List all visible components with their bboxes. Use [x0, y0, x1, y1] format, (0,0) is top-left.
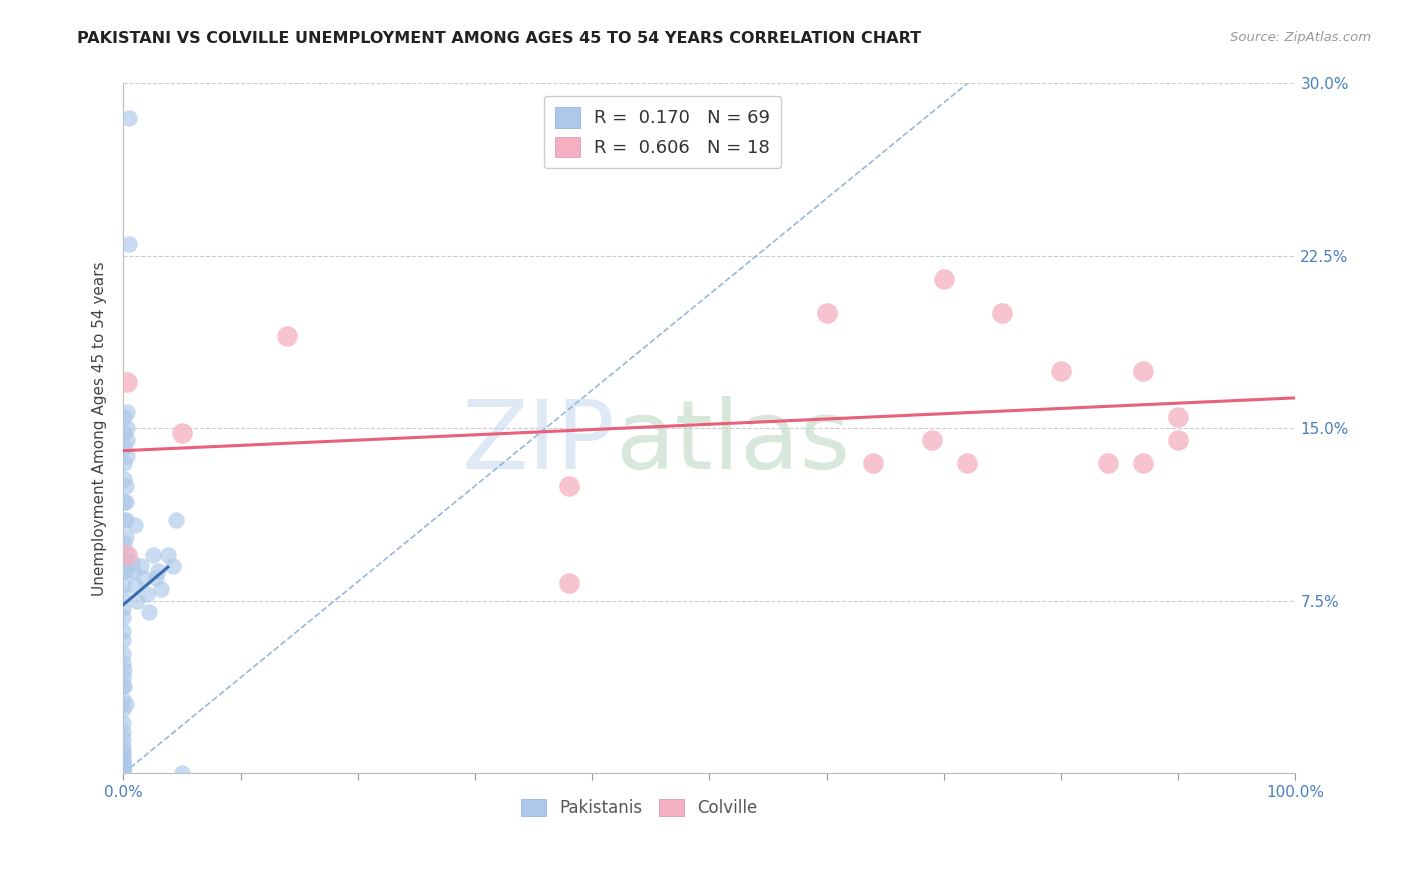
Point: [112, 670, 135, 684]
Point: [114, 409, 136, 424]
Point: [112, 739, 135, 753]
Point: [115, 548, 138, 562]
Point: [114, 536, 136, 550]
Text: Source: ZipAtlas.com: Source: ZipAtlas.com: [1230, 31, 1371, 45]
Point: [112, 600, 135, 615]
Point: [956, 456, 979, 470]
Point: [115, 405, 138, 419]
Point: [138, 606, 160, 620]
Point: [124, 578, 146, 592]
Point: [145, 571, 167, 585]
Point: [1050, 364, 1073, 378]
Text: atlas: atlas: [616, 396, 851, 489]
Point: [1167, 409, 1189, 424]
Text: PAKISTANI VS COLVILLE UNEMPLOYMENT AMONG AGES 45 TO 54 YEARS CORRELATION CHART: PAKISTANI VS COLVILLE UNEMPLOYMENT AMONG…: [77, 31, 921, 46]
Point: [149, 582, 172, 597]
Point: [112, 766, 135, 780]
Point: [170, 766, 193, 780]
Text: ZIP: ZIP: [461, 396, 616, 489]
Point: [112, 755, 135, 769]
Point: [112, 764, 135, 778]
Point: [112, 762, 135, 776]
Point: [276, 329, 298, 343]
Point: [112, 679, 135, 693]
Point: [114, 472, 136, 486]
Point: [112, 743, 135, 757]
Point: [815, 306, 838, 320]
Point: [134, 571, 156, 585]
Point: [112, 633, 135, 648]
Point: [991, 306, 1014, 320]
Point: [118, 237, 141, 252]
Point: [114, 529, 136, 543]
Point: [114, 698, 136, 712]
Point: [112, 747, 135, 762]
Point: [112, 759, 135, 773]
Point: [135, 587, 157, 601]
Point: [121, 564, 143, 578]
Point: [114, 513, 136, 527]
Point: [115, 433, 138, 447]
Point: [142, 548, 165, 562]
Point: [112, 564, 135, 578]
Point: [114, 456, 136, 470]
Point: [170, 425, 193, 440]
Point: [1132, 364, 1154, 378]
Point: [114, 479, 136, 493]
Point: [127, 594, 149, 608]
Point: [557, 479, 579, 493]
Point: [156, 548, 179, 562]
Point: [112, 747, 135, 762]
Point: [114, 513, 136, 527]
Point: [115, 376, 138, 390]
Point: [115, 449, 138, 463]
Point: [1097, 456, 1119, 470]
Point: [114, 495, 136, 509]
Point: [115, 421, 138, 435]
Point: [112, 731, 135, 746]
Point: [124, 518, 146, 533]
Point: [162, 559, 184, 574]
Point: [112, 757, 135, 772]
Point: [114, 495, 136, 509]
Point: [112, 610, 135, 624]
Legend: Pakistanis, Colville: Pakistanis, Colville: [515, 792, 763, 823]
Point: [112, 647, 135, 661]
Point: [114, 663, 136, 677]
Point: [862, 456, 884, 470]
Point: [114, 440, 136, 454]
Point: [112, 753, 135, 767]
Point: [112, 555, 135, 569]
Point: [112, 693, 135, 707]
Point: [112, 764, 135, 778]
Point: [112, 702, 135, 716]
Point: [121, 555, 143, 569]
Point: [112, 624, 135, 638]
Point: [1167, 433, 1189, 447]
Point: [129, 559, 152, 574]
Point: [114, 679, 136, 693]
Point: [1132, 456, 1154, 470]
Point: [114, 548, 136, 562]
Y-axis label: Unemployment Among Ages 45 to 54 years: Unemployment Among Ages 45 to 54 years: [93, 261, 107, 596]
Point: [114, 425, 136, 440]
Point: [112, 656, 135, 670]
Point: [165, 513, 187, 527]
Point: [112, 587, 135, 601]
Point: [921, 433, 943, 447]
Point: [112, 725, 135, 739]
Point: [112, 715, 135, 730]
Point: [148, 564, 170, 578]
Point: [112, 578, 135, 592]
Point: [114, 564, 136, 578]
Point: [118, 111, 141, 125]
Point: [557, 575, 579, 590]
Point: [932, 272, 955, 286]
